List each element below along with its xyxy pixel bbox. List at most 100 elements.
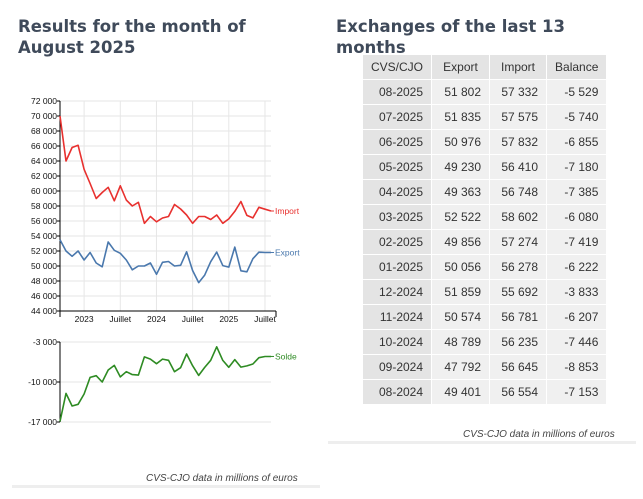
cell-import: 56 781 (489, 304, 548, 330)
header-balance: Balance (546, 54, 608, 80)
cell-import: 56 554 (489, 379, 548, 405)
header-export: Export (431, 54, 491, 80)
table-row: 03-2025 52 522 58 602 -6 080 (361, 204, 608, 230)
cell-import: 57 274 (489, 229, 548, 255)
y-tick-label: 64 000 (31, 156, 57, 166)
cell-export: 51 802 (431, 79, 491, 105)
series-line-export (59, 239, 271, 284)
x-tick-label: Juillet (182, 314, 204, 324)
cell-export: 47 792 (431, 354, 491, 380)
cell-import: 56 748 (489, 179, 548, 205)
cell-period: 03-2025 (361, 204, 433, 230)
right-divider (328, 441, 636, 444)
x-tick-label: Juillet (109, 314, 131, 324)
y-tick-label: 52 000 (31, 246, 57, 256)
cell-period: 05-2025 (361, 154, 433, 180)
right-panel-title: Exchanges of the last 13 months (336, 17, 565, 57)
table-row: 08-2024 49 401 56 554 -7 153 (361, 379, 608, 405)
left-divider (12, 485, 320, 488)
table-row: 02-2025 49 856 57 274 -7 419 (361, 229, 608, 255)
series-line-solde (59, 345, 271, 422)
cell-balance: -7 446 (546, 329, 608, 355)
cell-export: 49 363 (431, 179, 491, 205)
right-source-note: CVS-CJO data in millions of euros (463, 429, 615, 440)
y-tick-label: 70 000 (31, 111, 57, 121)
cell-export: 50 976 (431, 129, 491, 155)
cell-balance: -7 153 (546, 379, 608, 405)
y-tick-label: 56 000 (31, 216, 57, 226)
table-row: 04-2025 49 363 56 748 -7 385 (361, 179, 608, 205)
header-period: CVS/CJO (361, 54, 433, 80)
cell-export: 52 522 (431, 204, 491, 230)
cell-period: 08-2025 (361, 79, 433, 105)
cell-balance: -7 385 (546, 179, 608, 205)
x-tick-label: 2025 (219, 314, 238, 324)
y-tick-label: -10 000 (28, 377, 57, 387)
table-header-row: CVS/CJO Export Import Balance (361, 54, 608, 80)
exchanges-table: CVS/CJO Export Import Balance 08-2025 51 … (361, 54, 608, 405)
cell-balance: -7 180 (546, 154, 608, 180)
header-import: Import (489, 54, 548, 80)
cell-import: 56 235 (489, 329, 548, 355)
x-tick-label: Juillet (254, 314, 276, 324)
cell-import: 56 278 (489, 254, 548, 280)
cell-import: 56 410 (489, 154, 548, 180)
left-source-note: CVS-CJO data in millions of euros (146, 473, 298, 484)
cell-period: 06-2025 (361, 129, 433, 155)
cell-export: 49 230 (431, 154, 491, 180)
cell-period: 07-2025 (361, 104, 433, 130)
y-tick-label: 48 000 (31, 276, 57, 286)
cell-balance: -6 207 (546, 304, 608, 330)
cell-period: 04-2025 (361, 179, 433, 205)
cell-balance: -6 222 (546, 254, 608, 280)
y-tick-label: 50 000 (31, 261, 57, 271)
cell-period: 08-2024 (361, 379, 433, 405)
cell-import: 56 645 (489, 354, 548, 380)
y-tick-label: 66 000 (31, 141, 57, 151)
cell-balance: -3 833 (546, 279, 608, 305)
legend-import: Import (275, 206, 300, 216)
cell-export: 48 789 (431, 329, 491, 355)
cell-period: 01-2025 (361, 254, 433, 280)
cell-period: 11-2024 (361, 304, 433, 330)
table-row: 12-2024 51 859 55 692 -3 833 (361, 279, 608, 305)
table-row: 07-2025 51 835 57 575 -5 740 (361, 104, 608, 130)
table-row: 09-2024 47 792 56 645 -8 853 (361, 354, 608, 380)
cell-export: 51 859 (431, 279, 491, 305)
cell-period: 09-2024 (361, 354, 433, 380)
legend-export: Export (275, 247, 300, 257)
y-tick-label: 68 000 (31, 126, 57, 136)
series-line-import (59, 115, 272, 225)
y-tick-label: 46 000 (31, 291, 57, 301)
cell-balance: -5 740 (546, 104, 608, 130)
cell-export: 49 856 (431, 229, 491, 255)
y-tick-label: 72 000 (31, 96, 57, 106)
cell-import: 57 575 (489, 104, 548, 130)
cell-import: 57 832 (489, 129, 548, 155)
cell-export: 50 056 (431, 254, 491, 280)
cell-period: 10-2024 (361, 329, 433, 355)
legend-solde: Solde (275, 351, 297, 361)
y-tick-label: 60 000 (31, 186, 57, 196)
y-tick-label: 44 000 (31, 306, 57, 316)
cell-balance: -8 853 (546, 354, 608, 380)
left-panel-title: Results for the month of August 2025 (18, 17, 246, 57)
y-tick-label: 58 000 (31, 201, 57, 211)
cell-export: 51 835 (431, 104, 491, 130)
cell-import: 55 692 (489, 279, 548, 305)
cell-balance: -5 529 (546, 79, 608, 105)
y-tick-label: 54 000 (31, 231, 57, 241)
y-tick-label: -17 000 (28, 417, 57, 427)
table-row: 10-2024 48 789 56 235 -7 446 (361, 329, 608, 355)
x-tick-label: 2024 (147, 314, 166, 324)
cell-balance: -6 080 (546, 204, 608, 230)
y-tick-label: -3 000 (33, 337, 57, 347)
table-row: 06-2025 50 976 57 832 -6 855 (361, 129, 608, 155)
table-row: 01-2025 50 056 56 278 -6 222 (361, 254, 608, 280)
cell-export: 49 401 (431, 379, 491, 405)
cell-period: 12-2024 (361, 279, 433, 305)
table-row: 11-2024 50 574 56 781 -6 207 (361, 304, 608, 330)
cell-balance: -6 855 (546, 129, 608, 155)
cell-period: 02-2025 (361, 229, 433, 255)
cell-import: 58 602 (489, 204, 548, 230)
